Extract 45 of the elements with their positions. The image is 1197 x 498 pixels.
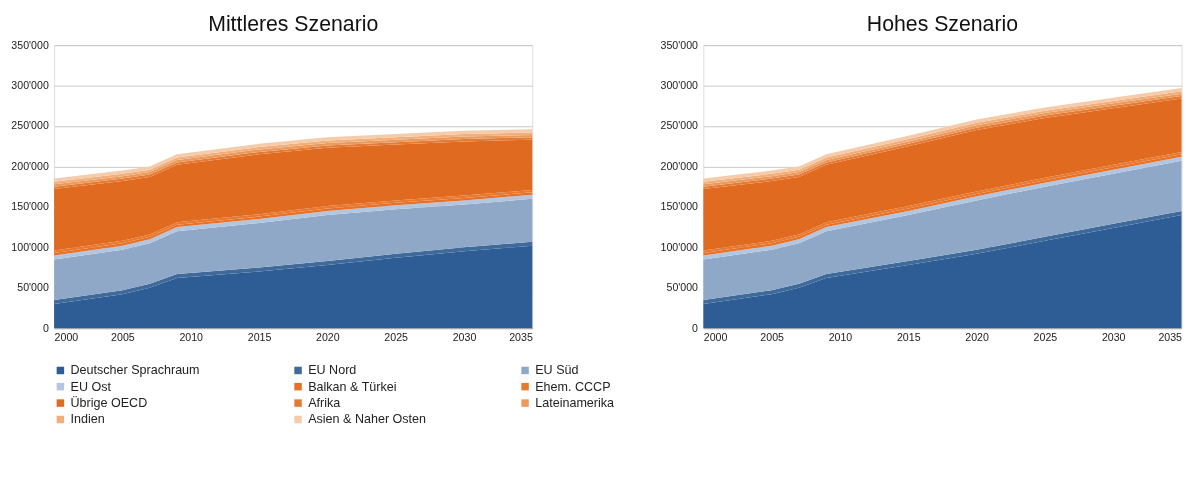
- x-tick-label: 2015: [247, 331, 272, 344]
- y-tick-label: 100'000: [11, 240, 49, 253]
- x-tick-label: 2010: [828, 331, 853, 344]
- y-tick-label: 0: [42, 321, 49, 334]
- legend-label: Indien: [70, 412, 105, 427]
- x-tick-label: 2035: [509, 331, 533, 344]
- y-tick-label: 0: [692, 321, 699, 334]
- legend-label: Afrika: [308, 395, 341, 410]
- legend-label: EU Ost: [70, 379, 112, 394]
- y-tick-label: 50'000: [666, 281, 699, 294]
- x-tick-label: 2030: [452, 331, 477, 344]
- legend-label: Balkan & Türkei: [308, 379, 397, 394]
- y-tick-label: 300'000: [660, 78, 699, 91]
- y-tick-label: 150'000: [11, 200, 49, 213]
- y-tick-label: 150'000: [660, 200, 699, 213]
- x-tick-label: 2005: [760, 331, 785, 344]
- chart-title: Hohes Szenario: [866, 11, 1019, 36]
- y-tick-label: 200'000: [11, 159, 49, 172]
- x-tick-label: 2020: [316, 331, 340, 344]
- y-tick-label: 350'000: [660, 38, 699, 51]
- y-tick-label: 50'000: [17, 281, 49, 294]
- legend-label: Asien & Naher Osten: [308, 412, 427, 427]
- x-tick-label: 2020: [965, 331, 989, 344]
- legend-label: Lateinamerika: [535, 395, 615, 410]
- legend-label: Ehem. CCCP: [535, 379, 611, 394]
- y-tick-label: 350'000: [11, 38, 49, 51]
- y-tick-label: 250'000: [11, 119, 49, 132]
- legend-label: EU Süd: [535, 363, 579, 378]
- x-tick-label: 2035: [1158, 331, 1183, 344]
- chart-title: Mittleres Szenario: [208, 11, 379, 36]
- x-tick-label: 2025: [1033, 331, 1058, 344]
- x-tick-label: 2025: [384, 331, 409, 344]
- y-tick-label: 250'000: [660, 119, 699, 132]
- x-tick-label: 2015: [896, 331, 921, 344]
- x-tick-label: 2000: [54, 331, 79, 344]
- legend-label: Deutscher Sprachraum: [70, 363, 200, 378]
- x-tick-label: 2010: [179, 331, 204, 344]
- y-tick-label: 200'000: [660, 159, 699, 172]
- x-tick-label: 2000: [703, 331, 728, 344]
- legend-label: Übrige OECD: [70, 395, 148, 410]
- y-tick-label: 300'000: [11, 78, 49, 91]
- legend-label: EU Nord: [308, 363, 357, 378]
- x-tick-label: 2005: [111, 331, 135, 344]
- x-tick-label: 2030: [1101, 331, 1126, 344]
- y-tick-label: 100'000: [660, 240, 699, 253]
